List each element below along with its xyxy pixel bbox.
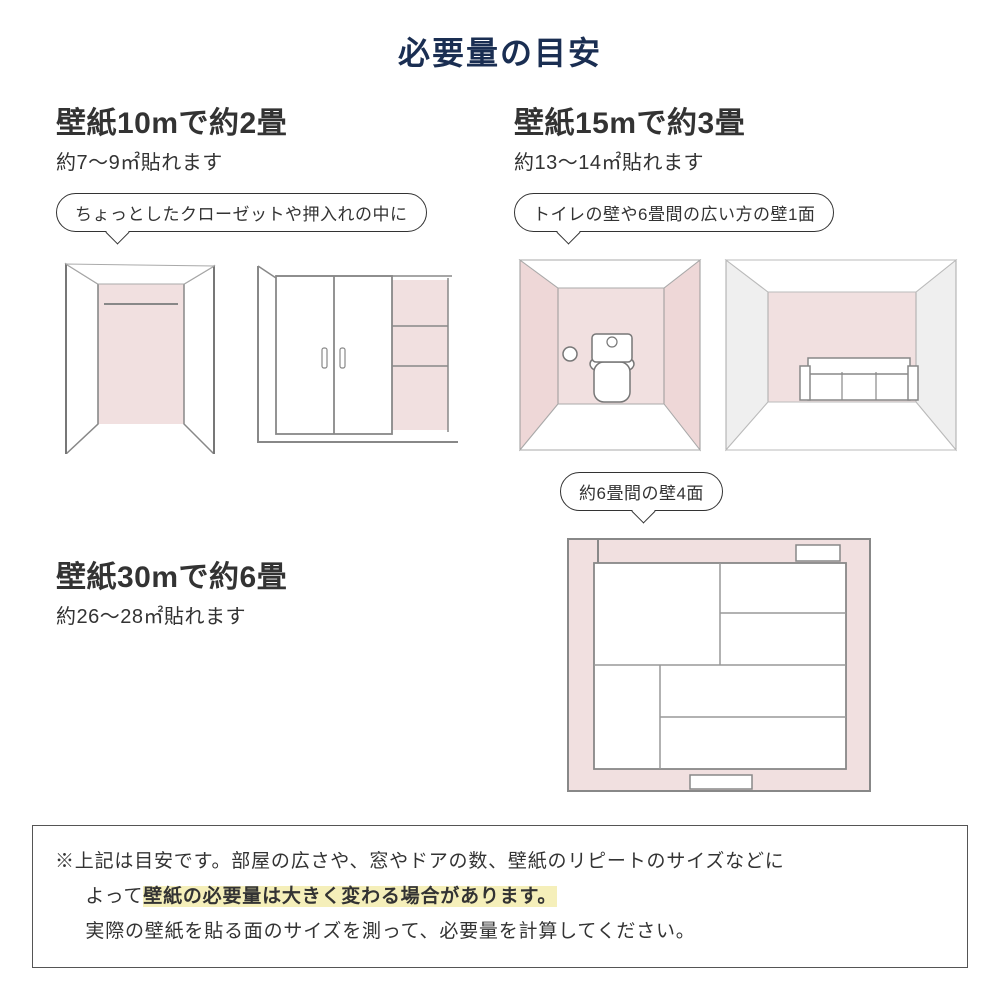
room-topdown-icon: [560, 531, 880, 801]
section-title: 壁紙30mで約6畳: [56, 552, 484, 596]
note-line2a: よって: [85, 886, 143, 907]
section-30m: 壁紙30mで約6畳 約26〜28㎡貼れます: [56, 454, 484, 801]
bubble-30m: 約6畳間の壁4面: [560, 472, 723, 511]
section-15m: 壁紙15mで約3畳 約13〜14㎡貼れます トイレの壁や6畳間の広い方の壁1面: [514, 98, 960, 454]
section-title: 壁紙15mで約3畳: [514, 98, 960, 142]
note-box: ※上記は目安です。部屋の広さや、窓やドアの数、壁紙のリピートのサイズなどに よっ…: [32, 825, 968, 968]
section-30m-illus: 約6畳間の壁4面: [514, 454, 960, 801]
oshiire-icon: [242, 254, 472, 454]
toilet-room-icon: [514, 254, 704, 454]
note-line3: 実際の壁紙を貼る面のサイズを測って、必要量を計算してください。: [55, 914, 945, 949]
section-sub: 約7〜9㎡貼れます: [56, 146, 484, 175]
closet-icon: [56, 254, 226, 454]
section-sub: 約13〜14㎡貼れます: [514, 146, 960, 175]
note-line2: よって壁紙の必要量は大きく変わる場合があります。: [55, 879, 945, 914]
bubble-15m: トイレの壁や6畳間の広い方の壁1面: [514, 193, 834, 232]
section-sub: 約26〜28㎡貼れます: [56, 600, 484, 629]
note-highlight: 壁紙の必要量は大きく変わる場合があります。: [143, 886, 557, 907]
section-10m: 壁紙10mで約2畳 約7〜9㎡貼れます ちょっとしたクローゼットや押入れの中に: [56, 98, 484, 454]
section-title: 壁紙10mで約2畳: [56, 98, 484, 142]
sections-grid: 壁紙10mで約2畳 約7〜9㎡貼れます ちょっとしたクローゼットや押入れの中に: [0, 74, 1000, 801]
note-line1: ※上記は目安です。部屋の広さや、窓やドアの数、壁紙のリピートのサイズなどに: [55, 844, 945, 879]
main-title: 必要量の目安: [0, 0, 1000, 74]
room-one-wall-icon: [720, 254, 960, 454]
bubble-10m: ちょっとしたクローゼットや押入れの中に: [56, 193, 427, 232]
